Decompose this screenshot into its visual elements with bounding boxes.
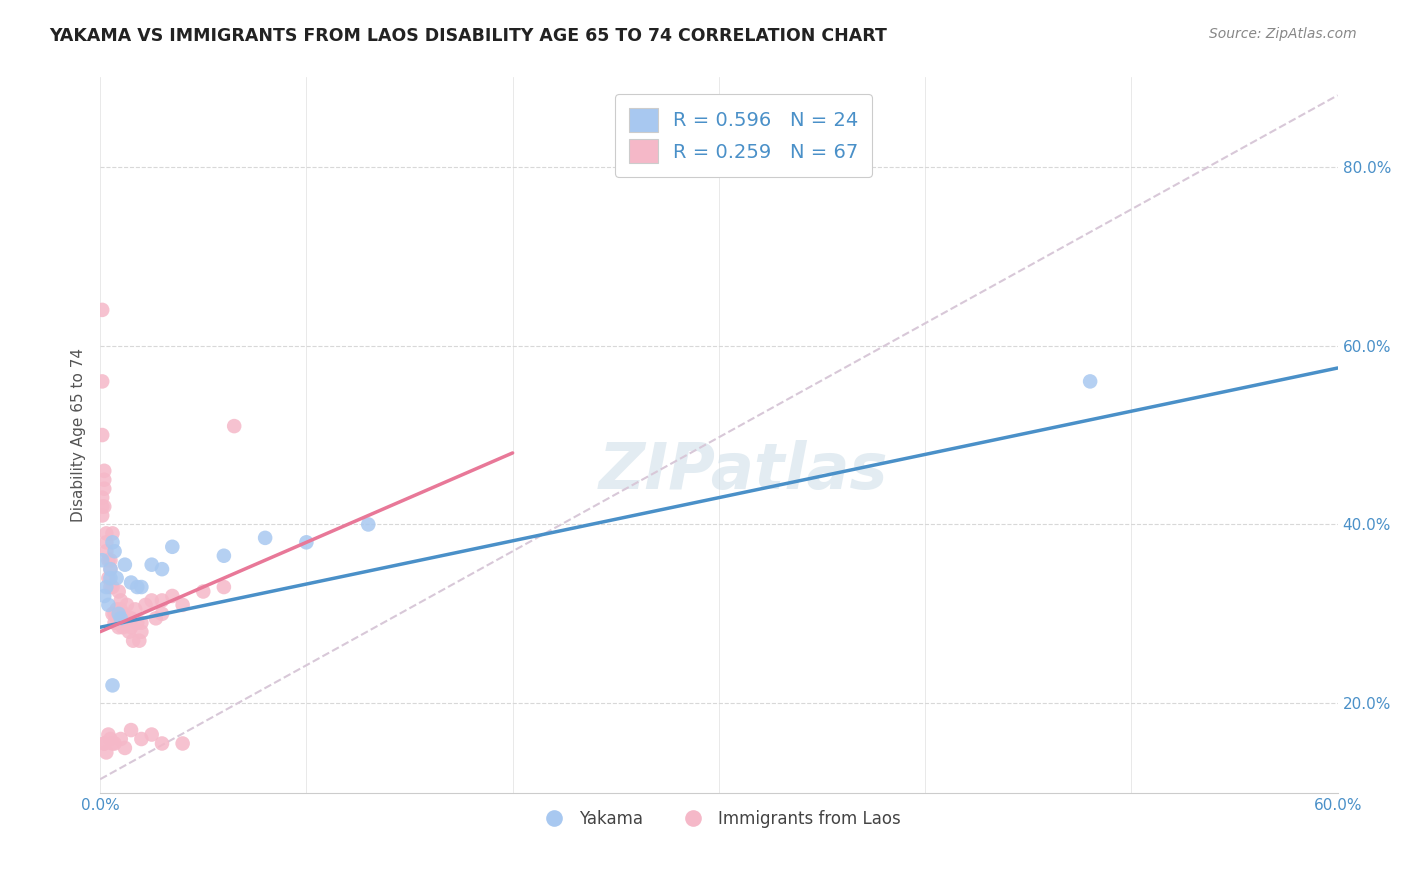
Point: [110, 593, 132, 607]
Text: ZIPatlas: ZIPatlas: [599, 440, 889, 502]
Point: [131, 624, 153, 639]
Point: [93, 473, 115, 487]
Point: [97, 598, 120, 612]
Point: [120, 575, 142, 590]
Point: [107, 584, 129, 599]
Point: [134, 598, 156, 612]
Point: [120, 723, 142, 737]
Point: [97, 727, 120, 741]
Point: [141, 593, 163, 607]
Point: [110, 602, 132, 616]
Point: [212, 580, 235, 594]
Point: [105, 611, 128, 625]
Point: [100, 553, 122, 567]
Point: [141, 558, 163, 572]
Point: [96, 746, 118, 760]
Point: [145, 611, 167, 625]
Point: [114, 611, 136, 625]
Point: [107, 607, 129, 621]
Point: [1078, 375, 1101, 389]
Point: [105, 602, 128, 616]
Point: [131, 731, 153, 746]
Point: [103, 544, 125, 558]
Point: [91, 491, 114, 505]
Point: [101, 580, 124, 594]
Point: [114, 558, 136, 572]
Point: [295, 535, 318, 549]
Text: YAKAMA VS IMMIGRANTS FROM LAOS DISABILITY AGE 65 TO 74 CORRELATION CHART: YAKAMA VS IMMIGRANTS FROM LAOS DISABILIT…: [49, 27, 887, 45]
Text: Source: ZipAtlas.com: Source: ZipAtlas.com: [1209, 27, 1357, 41]
Point: [120, 611, 142, 625]
Point: [127, 615, 149, 630]
Point: [103, 615, 125, 630]
Point: [93, 737, 115, 751]
Point: [150, 562, 173, 576]
Point: [91, 302, 114, 317]
Point: [96, 580, 118, 594]
Point: [103, 737, 125, 751]
Point: [150, 607, 173, 621]
Point: [131, 580, 153, 594]
Point: [172, 598, 194, 612]
Point: [254, 531, 277, 545]
Point: [100, 562, 122, 576]
Point: [93, 737, 115, 751]
Point: [172, 737, 194, 751]
Y-axis label: Disability Age 65 to 74: Disability Age 65 to 74: [72, 348, 86, 522]
Point: [96, 535, 118, 549]
Point: [91, 508, 114, 523]
Point: [120, 620, 142, 634]
Point: [101, 678, 124, 692]
Point: [115, 598, 138, 612]
Point: [101, 607, 124, 621]
Point: [101, 737, 124, 751]
Point: [91, 428, 114, 442]
Point: [357, 517, 380, 532]
Point: [212, 549, 235, 563]
Point: [124, 602, 146, 616]
Point: [100, 580, 122, 594]
Point: [141, 727, 163, 741]
Point: [91, 375, 114, 389]
Point: [100, 571, 122, 585]
Point: [100, 731, 122, 746]
Point: [110, 731, 132, 746]
Point: [110, 611, 132, 625]
Point: [114, 741, 136, 756]
Point: [93, 500, 115, 514]
Point: [224, 419, 246, 434]
Point: [162, 540, 184, 554]
Point: [96, 526, 118, 541]
Point: [150, 593, 173, 607]
Point: [101, 535, 124, 549]
Point: [127, 580, 149, 594]
Point: [111, 620, 134, 634]
Point: [93, 482, 115, 496]
Point: [122, 633, 145, 648]
Point: [105, 571, 128, 585]
Point: [118, 624, 141, 639]
Legend: Yakama, Immigrants from Laos: Yakama, Immigrants from Laos: [530, 803, 907, 834]
Point: [193, 584, 215, 599]
Point: [110, 615, 132, 630]
Point: [93, 464, 115, 478]
Point: [103, 607, 125, 621]
Point: [97, 571, 120, 585]
Point: [150, 737, 173, 751]
Point: [91, 500, 114, 514]
Point: [111, 607, 134, 621]
Point: [107, 620, 129, 634]
Point: [162, 589, 184, 603]
Point: [96, 544, 118, 558]
Point: [91, 553, 114, 567]
Point: [97, 553, 120, 567]
Point: [131, 615, 153, 630]
Point: [93, 589, 115, 603]
Point: [100, 562, 122, 576]
Point: [101, 526, 124, 541]
Point: [128, 633, 150, 648]
